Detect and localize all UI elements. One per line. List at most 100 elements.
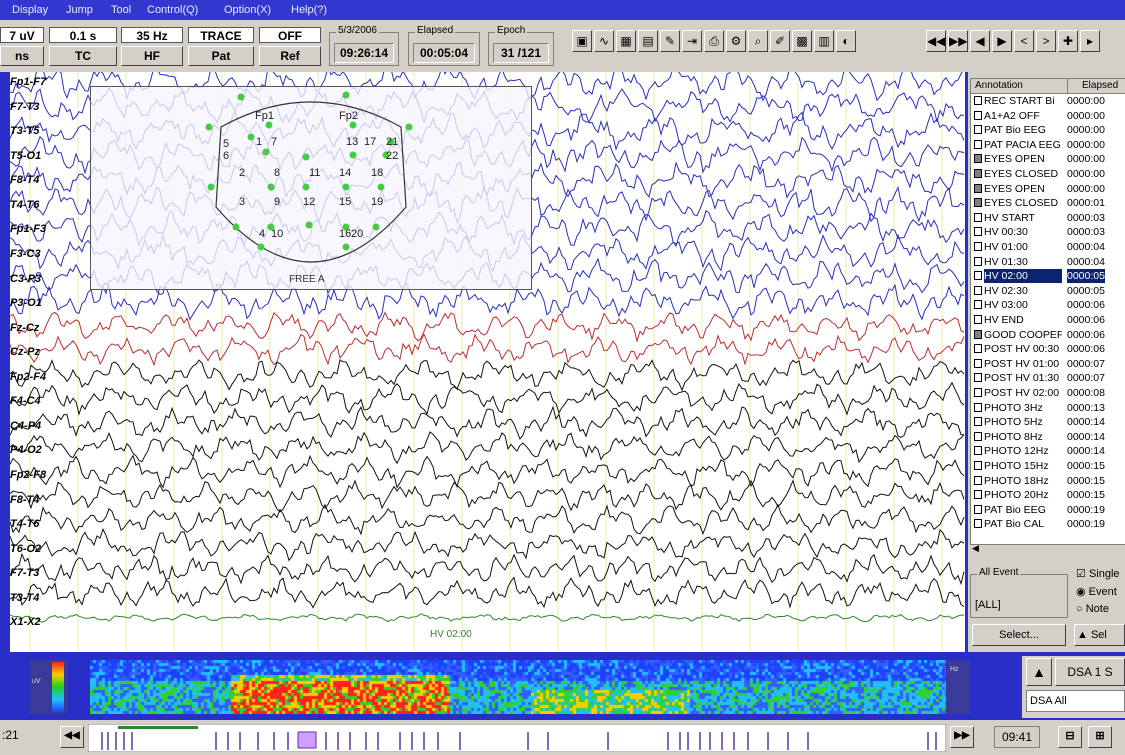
pen-icon[interactable]: ✎ (660, 30, 680, 52)
annotation-checkbox-icon[interactable] (974, 475, 982, 485)
select-button[interactable]: Select... (972, 624, 1066, 646)
save-icon[interactable]: ▣ (572, 30, 592, 52)
annotation-checkbox-icon[interactable] (974, 344, 982, 354)
annotation-row[interactable]: PHOTO 8Hz 0000:14 (971, 430, 1125, 445)
annotation-row[interactable]: EYES OPEN 0000:00 (971, 182, 1125, 197)
annotation-row[interactable]: EYES CLOSED 0000:00 (971, 167, 1125, 182)
annotation-row[interactable]: PAT Bio EEG 0000:00 (971, 123, 1125, 138)
annotation-checkbox-icon[interactable] (974, 329, 982, 339)
annotation-row[interactable]: HV START 0000:03 (971, 211, 1125, 226)
annotation-row[interactable]: HV 00:30 0000:03 (971, 225, 1125, 240)
zoom-out-icon[interactable]: ⊟ (1058, 726, 1082, 748)
annotation-row[interactable]: HV END 0000:06 (971, 313, 1125, 328)
menu-display[interactable]: Display (12, 4, 49, 16)
settings-icon[interactable]: ⚙ (726, 30, 746, 52)
timebase-field[interactable]: 0.1 s (49, 27, 117, 43)
step-forward-icon[interactable]: ▶ (992, 30, 1012, 52)
extra-icon[interactable]: ▸ (1080, 30, 1100, 52)
annotation-row[interactable]: POST HV 01:30 0000:07 (971, 371, 1125, 386)
scroll-left-icon[interactable]: ◀ (972, 543, 979, 553)
annotation-row[interactable]: EYES CLOSED 0000:01 (971, 196, 1125, 211)
annotation-row[interactable]: PHOTO 20Hz 0000:15 (971, 488, 1125, 503)
fast-rewind-icon[interactable]: ◀◀ (926, 30, 946, 52)
annotation-checkbox-icon[interactable] (974, 212, 982, 222)
annotation-list[interactable]: Annotation Elapsed REC START Bi 0000:00 A1… (970, 78, 1125, 555)
annotation-checkbox-icon[interactable] (974, 431, 982, 441)
annotation-row[interactable]: REC START Bi 0000:00 (971, 94, 1125, 109)
annotation-row[interactable]: POST HV 02:00 0000:08 (971, 386, 1125, 401)
menu-option[interactable]: Option(X) (224, 4, 272, 16)
annotation-row[interactable]: EYES OPEN 0000:00 (971, 152, 1125, 167)
step-back-icon[interactable]: ◀ (970, 30, 990, 52)
menu-help[interactable]: Help(?) (291, 4, 328, 16)
grid-icon[interactable]: ▩ (792, 30, 812, 52)
montage-map[interactable]: Fp1 Fp2 5 1 7 13 17 21 6 22 2 8 11 14 18 3 9 12 15 19 4 10 16 2… (90, 86, 532, 290)
annotation-row[interactable]: HV 02:30 0000:05 (971, 284, 1125, 299)
fast-forward-icon[interactable]: ▶▶ (948, 30, 968, 52)
export-icon[interactable]: ⇥ (682, 30, 702, 52)
annotation-checkbox-icon[interactable] (974, 358, 982, 368)
note-option[interactable]: ○ Note (1076, 603, 1109, 615)
ref-field[interactable]: OFF (259, 27, 321, 43)
menu-control[interactable]: Control(Q) (147, 4, 199, 16)
annotation-checkbox-icon[interactable] (974, 417, 982, 427)
annotation-checkbox-icon[interactable] (974, 198, 982, 208)
annotation-row[interactable]: POST HV 01:00 0000:07 (971, 357, 1125, 372)
annotation-checkbox-icon[interactable] (974, 490, 982, 500)
radio-selected-icon[interactable]: ◉ (1076, 586, 1086, 598)
col-annotation[interactable]: Annotation (971, 79, 1069, 94)
hf-button[interactable]: HF (121, 46, 183, 66)
annotation-checkbox-icon[interactable] (974, 256, 982, 266)
annotation-row[interactable]: POST HV 00:30 0000:06 (971, 342, 1125, 357)
timeline-track[interactable] (88, 724, 946, 752)
annotation-checkbox-icon[interactable] (974, 227, 982, 237)
zoom-icon[interactable]: ⌕ (748, 30, 768, 52)
annotation-checkbox-icon[interactable] (974, 315, 982, 324)
annotation-row[interactable]: PAT Bio CAL 0000:19 (971, 517, 1125, 532)
hf-field[interactable]: 35 Hz (121, 27, 183, 43)
print-icon[interactable]: ⎙ (704, 30, 724, 52)
annotation-checkbox-icon[interactable] (974, 461, 982, 470)
dsa-up-button[interactable]: ▲ (1026, 658, 1052, 686)
col-elapsed[interactable]: Elapsed (1067, 79, 1125, 94)
annotation-checkbox-icon[interactable] (974, 125, 982, 135)
sel-button[interactable]: ▲ Sel (1074, 624, 1125, 646)
waveform-icon[interactable]: ∿ (594, 30, 614, 52)
annotation-checkbox-icon[interactable] (974, 154, 982, 164)
ms-button[interactable]: ns (0, 46, 44, 66)
annotation-checkbox-icon[interactable] (974, 402, 982, 412)
annotation-checkbox-icon[interactable] (974, 110, 982, 120)
annotation-row[interactable]: PHOTO 3Hz 0000:13 (971, 401, 1125, 416)
annotation-row[interactable]: PHOTO 18Hz 0000:15 (971, 474, 1125, 489)
single-checkbox-icon[interactable]: ☑ (1076, 568, 1086, 580)
annotation-row[interactable]: HV 01:00 0000:04 (971, 240, 1125, 255)
dsa-mode-button[interactable]: DSA 1 S (1055, 658, 1125, 686)
timeline-forward-icon[interactable]: ▶▶ (950, 726, 974, 748)
menu-tool[interactable]: Tool (111, 4, 132, 16)
table-icon[interactable]: ▥ (814, 30, 834, 52)
annotation-checkbox-icon[interactable] (974, 446, 982, 456)
position-cursor-icon[interactable] (297, 731, 317, 749)
annotation-row[interactable]: PAT PACIA EEG 0000:00 (971, 138, 1125, 153)
annotation-row[interactable]: GOOD COOPEF 0000:06 (971, 328, 1125, 343)
annotation-row[interactable]: PHOTO 5Hz 0000:14 (971, 415, 1125, 430)
annotation-checkbox-icon[interactable] (974, 169, 982, 178)
tc-button[interactable]: TC (49, 46, 117, 66)
menu-jump[interactable]: Jump (66, 4, 93, 16)
annotation-checkbox-icon[interactable] (974, 300, 982, 310)
pat-button[interactable]: Pat (188, 46, 254, 66)
marker-icon[interactable]: ✐ (770, 30, 790, 52)
annotation-checkbox-icon[interactable] (974, 271, 982, 281)
annotation-checkbox-icon[interactable] (974, 139, 982, 149)
next-icon[interactable]: > (1036, 30, 1056, 52)
annotation-row[interactable]: PHOTO 12Hz 0000:14 (971, 444, 1125, 459)
annotation-checkbox-icon[interactable] (974, 519, 982, 529)
map-icon[interactable]: ▦ (616, 30, 636, 52)
annotation-checkbox-icon[interactable] (974, 388, 982, 397)
annotation-checkbox-icon[interactable] (974, 373, 982, 383)
horizontal-scrollbar[interactable]: ◀ (970, 543, 1125, 557)
ref-button[interactable]: Ref (259, 46, 321, 66)
trace-field[interactable]: TRACE (188, 27, 254, 43)
annotation-checkbox-icon[interactable] (974, 183, 982, 193)
annotation-row[interactable]: PAT Bio EEG 0000:19 (971, 503, 1125, 518)
